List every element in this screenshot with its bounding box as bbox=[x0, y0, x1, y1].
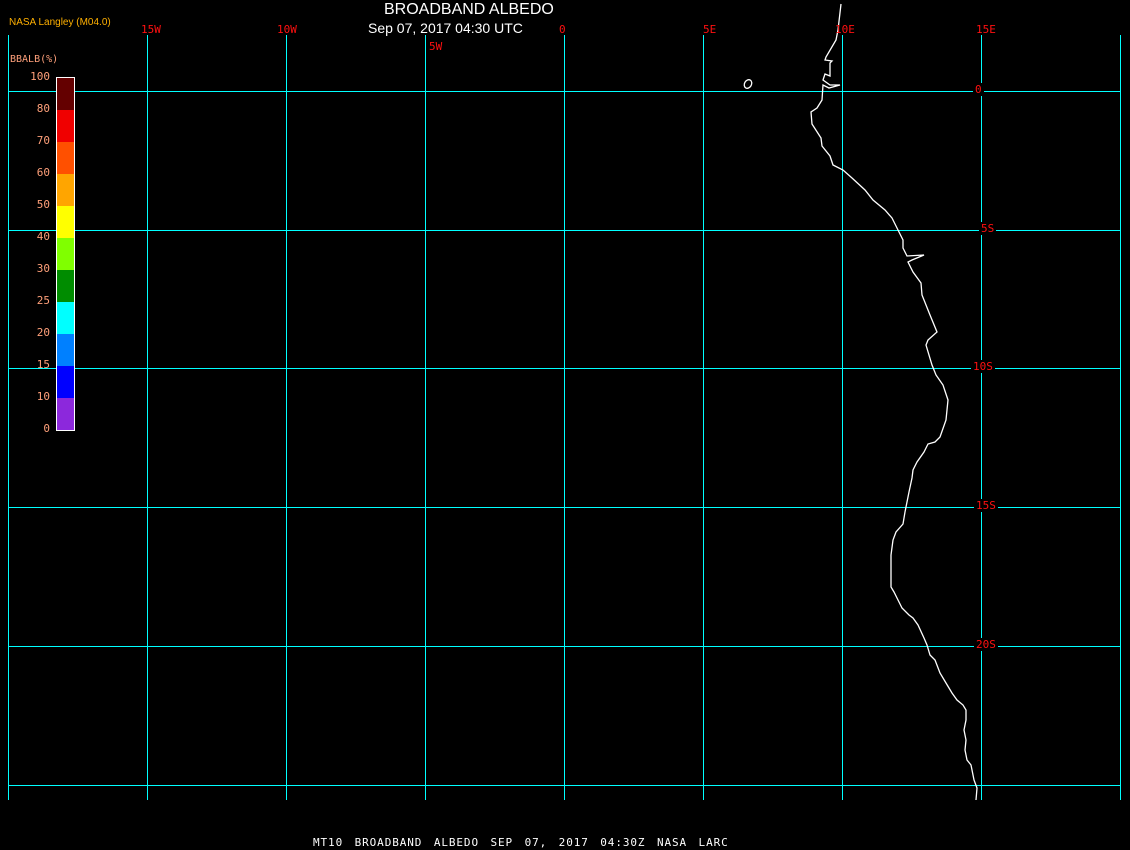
legend-tick-label: 30 bbox=[36, 262, 50, 275]
coastline bbox=[810, 3, 978, 801]
color-bar-segment bbox=[57, 110, 74, 142]
lat-lon-grid bbox=[8, 35, 1121, 800]
legend-tick-label: 60 bbox=[36, 166, 50, 179]
color-bar-segment bbox=[57, 302, 74, 334]
lat-label-0: 0 bbox=[973, 83, 984, 96]
lat-label-5s: 5S bbox=[979, 222, 997, 235]
color-bar-segment bbox=[57, 206, 74, 238]
legend-tick-label: 25 bbox=[36, 294, 50, 307]
color-bar-segment bbox=[57, 366, 74, 398]
lat-label-10s: 10S bbox=[971, 360, 995, 373]
legend-tick-label: 70 bbox=[36, 134, 50, 147]
map-timestamp: Sep 07, 2017 04:30 UTC bbox=[368, 20, 523, 36]
lat-label-15s: 15S bbox=[974, 499, 998, 512]
legend-tick-label: 50 bbox=[36, 198, 50, 211]
legend-tick-label: 0 bbox=[43, 422, 50, 435]
legend-tick-label: 40 bbox=[36, 230, 50, 243]
color-bar-segment bbox=[57, 238, 74, 270]
legend-tick-label: 80 bbox=[36, 102, 50, 115]
credit-label: NASA Langley (M04.0) bbox=[9, 17, 111, 28]
legend-tick-label: 10 bbox=[36, 390, 50, 403]
lon-label-5w: 5W bbox=[429, 40, 443, 53]
footer-caption: MT10 BROADBAND ALBEDO SEP 07, 2017 04:30… bbox=[313, 836, 729, 849]
lon-label-5e: 5E bbox=[703, 23, 717, 36]
color-bar-segment bbox=[57, 142, 74, 174]
legend-title: BBALB(%) bbox=[10, 54, 59, 65]
lon-label-10w: 10W bbox=[277, 23, 297, 36]
color-bar-segment bbox=[57, 398, 74, 430]
map-title: BROADBAND ALBEDO bbox=[384, 1, 554, 18]
color-bar-segment bbox=[57, 334, 74, 366]
island bbox=[743, 79, 753, 89]
lon-label-15e: 15E bbox=[976, 23, 996, 36]
color-bar-segment bbox=[57, 270, 74, 302]
lon-label-10e: 10E bbox=[835, 23, 855, 36]
legend-tick-label: 20 bbox=[36, 326, 50, 339]
color-bar bbox=[56, 77, 75, 431]
legend-tick-label: 100 bbox=[30, 70, 50, 83]
color-bar-segment bbox=[57, 78, 74, 110]
lon-label-15w: 15W bbox=[141, 23, 161, 36]
color-bar-segment bbox=[57, 174, 74, 206]
lon-label-0: 0 bbox=[559, 23, 566, 36]
lat-label-20s: 20S bbox=[974, 638, 998, 651]
legend-tick-label: 15 bbox=[36, 358, 50, 371]
